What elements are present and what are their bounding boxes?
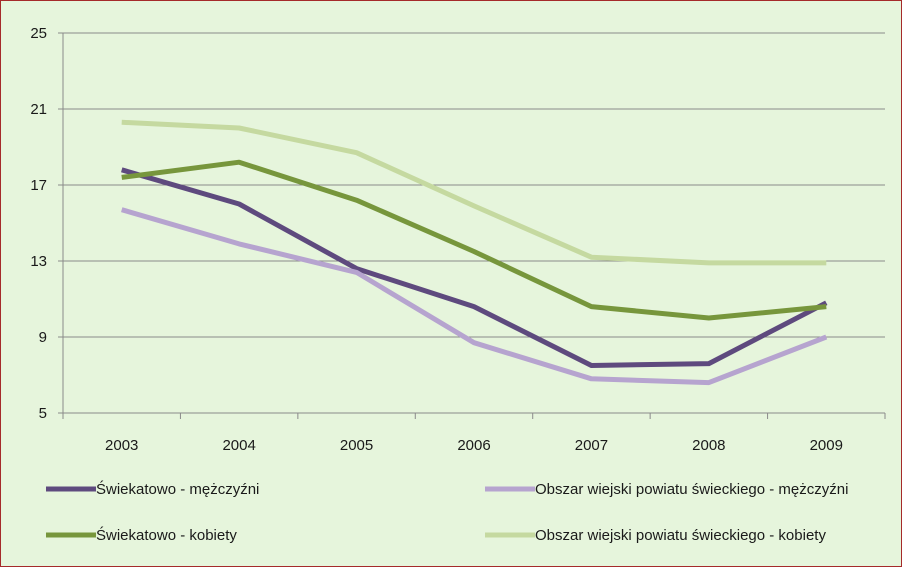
y-tick-label: 25: [30, 25, 47, 42]
y-tick-label: 13: [30, 253, 47, 270]
legend-label: Obszar wiejski powiatu świeckiego - mężc…: [535, 481, 848, 498]
x-tick-label: 2009: [810, 437, 843, 454]
y-tick-label: 17: [30, 177, 47, 194]
series-line-1: [121, 167, 828, 368]
x-tick-label: 2004: [222, 437, 255, 454]
x-tick-label: 2005: [340, 437, 373, 454]
x-tick-label: 2006: [457, 437, 490, 454]
series-lines: [121, 119, 828, 386]
legend-label: Świekatowo - kobiety: [96, 526, 237, 544]
legend: Świekatowo - mężczyźni Obszar wiejski pow…: [46, 480, 848, 544]
y-tick-label: 9: [39, 329, 47, 346]
series-line-4: [121, 119, 827, 266]
series-line-2: [121, 207, 828, 386]
gridlines: [63, 32, 885, 414]
axes: 5 9 13 17 21 25 2003 2004 2005 2006 2007 2008 2009: [30, 25, 886, 454]
series-line-3: [121, 159, 827, 321]
x-tick-label: 2008: [692, 437, 725, 454]
y-tick-label: 5: [39, 405, 47, 422]
legend-label: Obszar wiejski powiatu świeckiego - kobi…: [535, 527, 826, 544]
legend-label: Świekatowo - mężczyźni: [96, 480, 259, 498]
x-tick-label: 2007: [575, 437, 608, 454]
x-tick-label: 2003: [105, 437, 138, 454]
y-tick-label: 21: [30, 101, 47, 118]
